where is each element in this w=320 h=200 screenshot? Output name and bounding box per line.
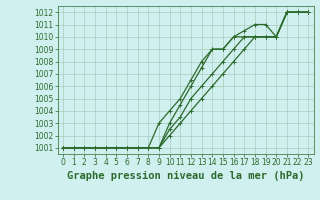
X-axis label: Graphe pression niveau de la mer (hPa): Graphe pression niveau de la mer (hPa) — [67, 171, 304, 181]
